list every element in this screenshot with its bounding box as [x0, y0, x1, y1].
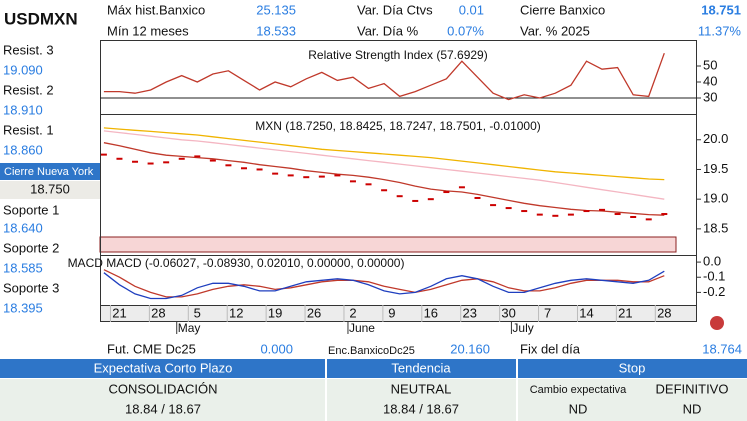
x-tick-label: 23 [462, 305, 476, 320]
table-cell: NEUTRAL [391, 381, 452, 396]
chart-frame [100, 40, 697, 322]
x-tick-label: 7 [544, 305, 551, 320]
ny-close-box [0, 181, 101, 199]
footer-value: 20.160 [450, 341, 490, 356]
stat-label: Mín 12 meses [107, 23, 189, 38]
x-tick-label: 21 [618, 305, 632, 320]
y-tick-label: -0.1 [703, 269, 725, 284]
ny-close-value: 18.750 [30, 181, 70, 196]
table-header [0, 359, 747, 378]
footer-label: Fix del día [520, 341, 581, 356]
footer-label: Enc.BanxicoDc25 [328, 345, 415, 357]
series-line [103, 269, 665, 298]
series-line [103, 270, 665, 300]
table-cell: CONSOLIDACIÓN [108, 381, 217, 396]
level-value: 18.860 [3, 142, 43, 157]
stat-value: 0.07% [447, 23, 484, 38]
stat-label: Var. % 2025 [520, 23, 590, 38]
volume-band [99, 236, 677, 253]
x-tick-label: 26 [307, 305, 321, 320]
table-heading: Tendencia [391, 360, 451, 375]
ny-close-label: Cierre Nueva York [4, 166, 94, 178]
table-cell: 18.84 / 18.67 [383, 401, 459, 416]
table-cell: ND [683, 401, 702, 416]
stat-label: Var. Día Ctvs [357, 2, 433, 17]
alert-icon[interactable] [710, 316, 724, 330]
level-label: Resist. 1 [3, 122, 54, 137]
month-label: May [178, 321, 201, 335]
y-tick-label: 0.0 [703, 254, 721, 269]
series-line [103, 52, 665, 101]
level-label: Resist. 3 [3, 42, 54, 57]
level-value: 19.090 [3, 62, 43, 77]
x-tick-label: 28 [657, 305, 671, 320]
x-tick-label: 9 [388, 305, 395, 320]
table-cell: DEFINITIVO [656, 381, 729, 396]
level-label: Resist. 2 [3, 82, 54, 97]
table-cell: Cambio expectativa [530, 384, 627, 396]
chart-title: MACD MACD (-0.06027, -0.08930, 0.02010, … [68, 256, 405, 270]
x-tick-label: 2 [349, 305, 356, 320]
x-tick-label: 12 [229, 305, 243, 320]
stat-value: 18.533 [256, 23, 296, 38]
table-cell: ND [569, 401, 588, 416]
support-label: Soporte 3 [3, 280, 59, 295]
series-line [103, 127, 665, 181]
series-line [103, 130, 665, 200]
y-tick-label: 50 [703, 57, 717, 72]
stat-label: Máx hist.Banxico [107, 2, 205, 17]
table-heading: Stop [619, 360, 646, 375]
chart-title: MXN (18.7250, 18.8425, 18.7247, 18.7501,… [255, 119, 541, 133]
stat-value: 18.751 [701, 2, 741, 17]
date-strip [100, 305, 697, 322]
ny-close-header [0, 163, 101, 180]
stat-value: 11.37% [698, 23, 742, 38]
month-label: July [512, 321, 533, 335]
x-tick-label: 30 [501, 305, 515, 320]
y-tick-label: 20.0 [703, 131, 728, 146]
table-heading: Expectativa Corto Plazo [94, 360, 233, 375]
stat-label: Var. Día % [357, 23, 419, 38]
support-value: 18.640 [3, 220, 43, 235]
footer-value: 0.000 [260, 341, 293, 356]
level-value: 18.910 [3, 102, 43, 117]
footer-value: 18.764 [702, 341, 742, 356]
x-tick-label: 28 [151, 305, 165, 320]
x-tick-label: 5 [194, 305, 201, 320]
x-tick-label: 19 [268, 305, 282, 320]
support-value: 18.395 [3, 300, 43, 315]
stat-value: 0.01 [459, 2, 484, 17]
y-tick-label: 30 [703, 89, 717, 104]
month-label: June [349, 321, 375, 335]
footer-label: Fut. CME Dc25 [107, 341, 196, 356]
y-tick-label: -0.2 [703, 284, 725, 299]
stat-label: Cierre Banxico [520, 2, 605, 17]
support-label: Soporte 1 [3, 202, 59, 217]
x-tick-label: 16 [424, 305, 438, 320]
table-body [0, 379, 747, 421]
table-cell: 18.84 / 18.67 [125, 401, 201, 416]
y-tick-label: 19.5 [703, 161, 728, 176]
support-label: Soporte 2 [3, 240, 59, 255]
y-tick-label: 18.5 [703, 220, 728, 235]
y-tick-label: 19.0 [703, 191, 728, 206]
series-line [103, 142, 665, 216]
stat-value: 25.135 [256, 2, 296, 17]
x-tick-label: 21 [112, 305, 126, 320]
x-tick-label: 14 [579, 305, 593, 320]
chart-title: Relative Strength Index (57.6929) [308, 48, 487, 62]
y-tick-label: 40 [703, 73, 717, 88]
symbol: USDMXN [4, 9, 78, 28]
support-value: 18.585 [3, 260, 43, 275]
